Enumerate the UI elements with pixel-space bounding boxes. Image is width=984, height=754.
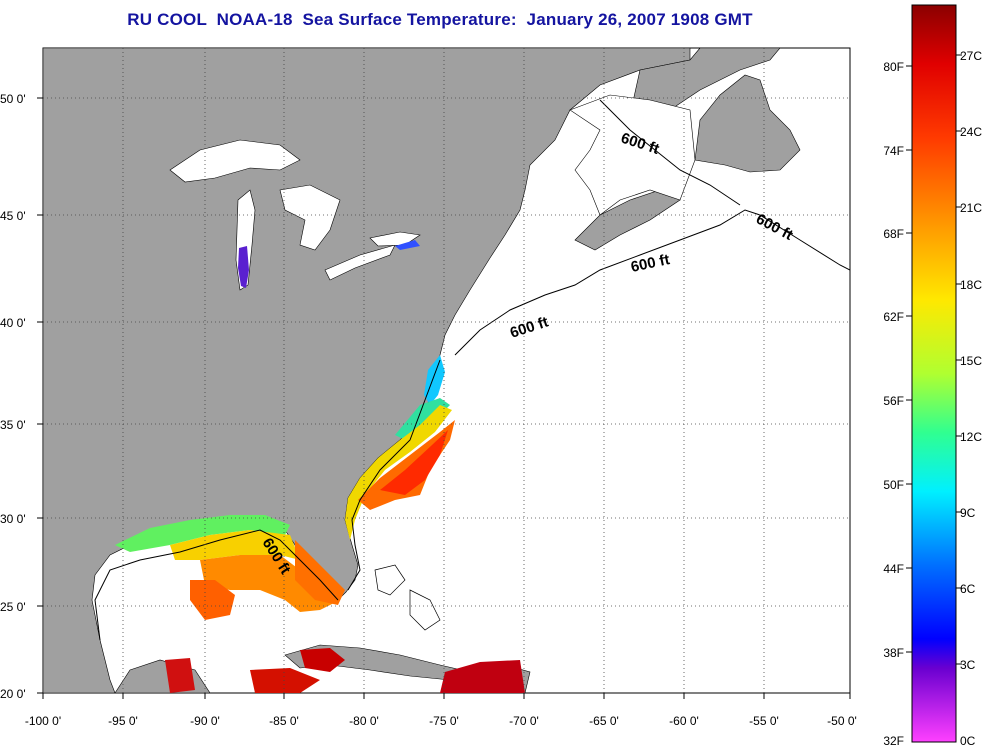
sst-gulf-orange	[200, 555, 340, 612]
cbar-f-56: 56F	[883, 394, 904, 408]
sst-gulf-stream-orange	[358, 420, 455, 510]
sst-gulf-coast-green	[115, 515, 290, 552]
cbar-c-24: 24C	[960, 125, 982, 139]
sst-caribbean-red	[300, 648, 345, 672]
lon-tick-90: -90 0'	[190, 714, 220, 728]
cbar-c-9: 9C	[960, 506, 976, 520]
lake-superior	[169, 139, 301, 183]
cbar-f-44: 44F	[883, 562, 904, 576]
lat-tick-20: 20 0'	[0, 687, 26, 701]
colorbar-ticks	[906, 54, 962, 665]
cbar-f-68: 68F	[883, 227, 904, 241]
cbar-f-62: 62F	[883, 310, 904, 324]
lon-tick-65: -65 0'	[589, 714, 619, 728]
cbar-f-38: 38F	[883, 646, 904, 660]
lat-tick-35: 35 0'	[0, 418, 26, 432]
lon-tick-70: -70 0'	[509, 714, 539, 728]
axis-ticks	[37, 97, 851, 699]
lon-tick-100: -100 0'	[25, 714, 61, 728]
contour-600ft-shelf	[347, 359, 441, 591]
sst-lake-erie	[395, 240, 420, 250]
sst-caribbean-mid	[250, 668, 320, 693]
lon-tick-80: -80 0'	[349, 714, 379, 728]
lon-tick-95: -95 0'	[108, 714, 138, 728]
cbar-f-80: 80F	[883, 60, 904, 74]
lat-tick-45: 45 0'	[0, 209, 26, 223]
sst-gulf-stream-yellow	[345, 405, 452, 540]
lon-tick-60: -60 0'	[669, 714, 699, 728]
lon-tick-85: -85 0'	[269, 714, 299, 728]
land-newfoundland	[694, 74, 801, 173]
lat-tick-30: 30 0'	[0, 512, 26, 526]
map-grid	[43, 48, 850, 693]
cbar-f-74: 74F	[883, 144, 904, 158]
lat-tick-25: 25 0'	[0, 600, 26, 614]
sst-caribbean-red-east	[440, 660, 525, 693]
sst-florida-west	[295, 540, 345, 605]
cbar-c-18: 18C	[960, 278, 982, 292]
sst-gulf-stream-red	[380, 430, 448, 495]
lon-tick-75: -75 0'	[429, 714, 459, 728]
sst-mid-atlantic	[424, 355, 445, 405]
cbar-c-15: 15C	[960, 354, 982, 368]
bahamas-outline	[374, 564, 441, 631]
cbar-c-0: 0C	[960, 734, 976, 748]
lake-erie	[324, 244, 396, 281]
lat-tick-40: 40 0'	[0, 316, 26, 330]
cbar-c-6: 6C	[960, 582, 976, 596]
sst-lake-michigan	[238, 246, 249, 288]
map-title: RU COOL NOAA-18 Sea Surface Temperature:…	[127, 10, 753, 29]
lat-tick-50: 50 0'	[0, 92, 26, 106]
contour-600ft-gulf	[94, 529, 339, 641]
gulf-st-lawrence	[569, 94, 696, 216]
cbar-f-32: 32F	[883, 734, 904, 748]
cbar-c-12: 12C	[960, 430, 982, 444]
sst-carolina-cyan	[395, 398, 450, 440]
sst-gulf-yellow	[170, 530, 300, 560]
lon-tick-50: -50 0'	[827, 714, 857, 728]
cbar-c-3: 3C	[960, 658, 976, 672]
cbar-c-27: 27C	[960, 49, 982, 63]
sst-gulf-deep-orange	[190, 580, 235, 620]
cbar-c-21: 21C	[960, 201, 982, 215]
contour-600ft-north	[599, 99, 741, 206]
lon-tick-55: -55 0'	[749, 714, 779, 728]
cbar-f-50: 50F	[883, 478, 904, 492]
contour-600ft-atlantic	[454, 209, 850, 356]
colorbar	[911, 4, 957, 743]
lake-huron	[279, 184, 341, 251]
sst-caribbean-south	[165, 658, 195, 693]
